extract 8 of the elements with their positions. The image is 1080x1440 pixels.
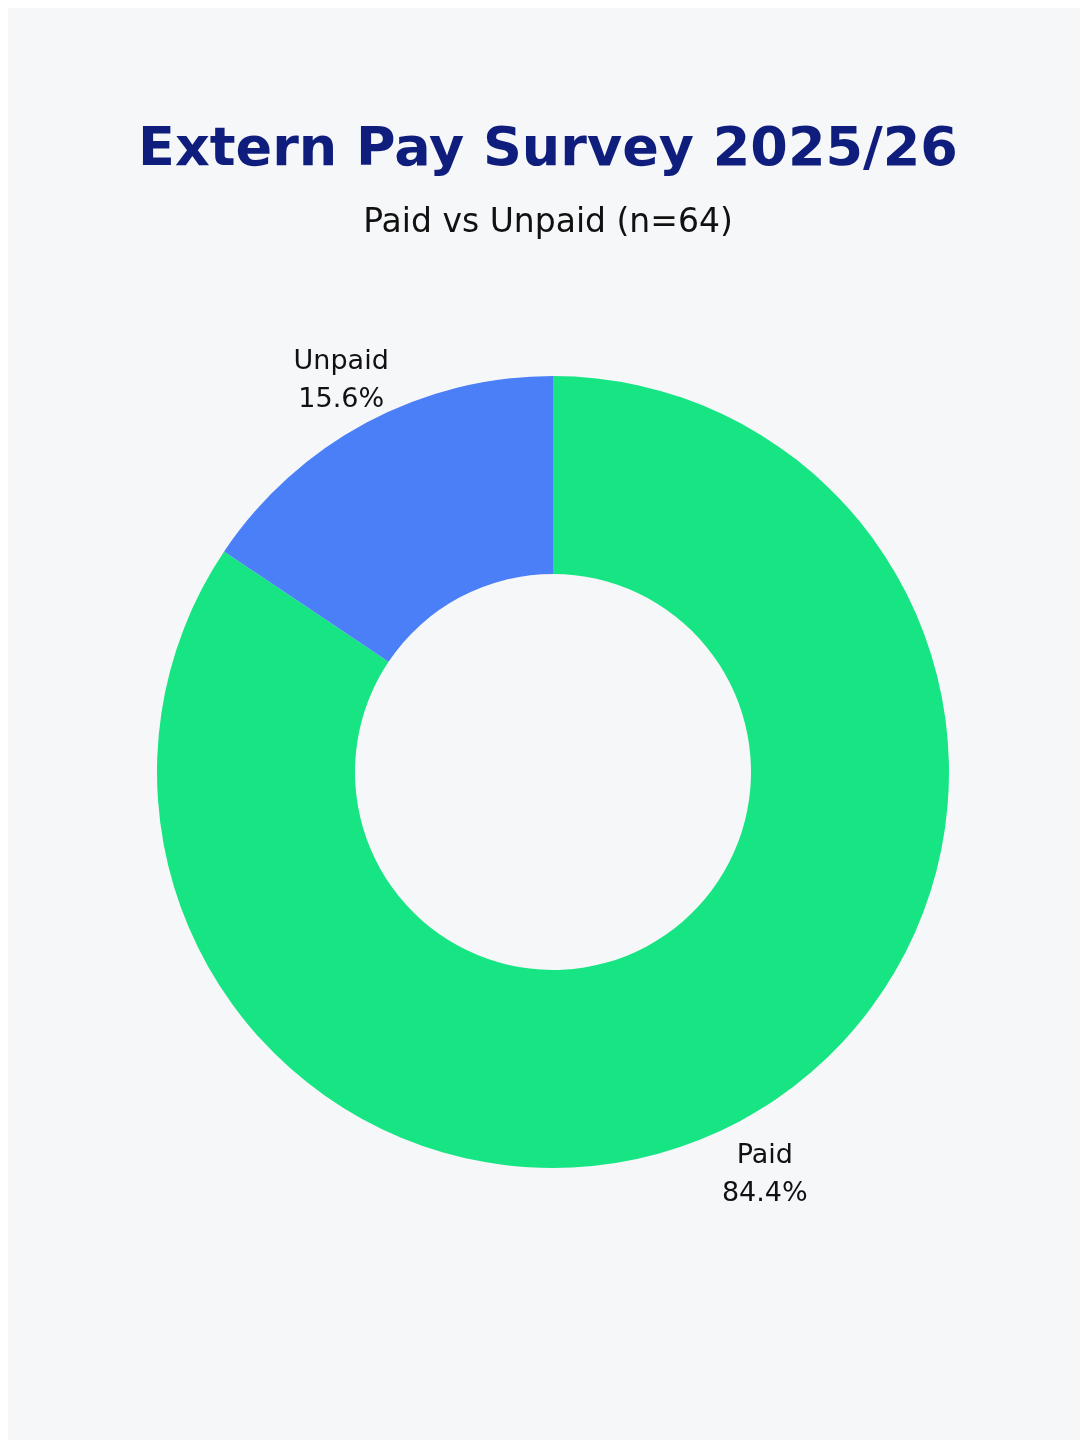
slice-label: Unpaid (293, 343, 389, 375)
donut-slice (157, 376, 949, 1168)
data-label: 15.6% (298, 381, 385, 413)
chart-subtitle: Paid vs Unpaid (n=64) (363, 201, 733, 240)
donut-slice (224, 376, 553, 662)
data-label: 84.4% (721, 1176, 808, 1208)
slice-label: Paid (736, 1138, 793, 1170)
chart-title: Extern Pay Survey 2025/26 (138, 115, 958, 178)
